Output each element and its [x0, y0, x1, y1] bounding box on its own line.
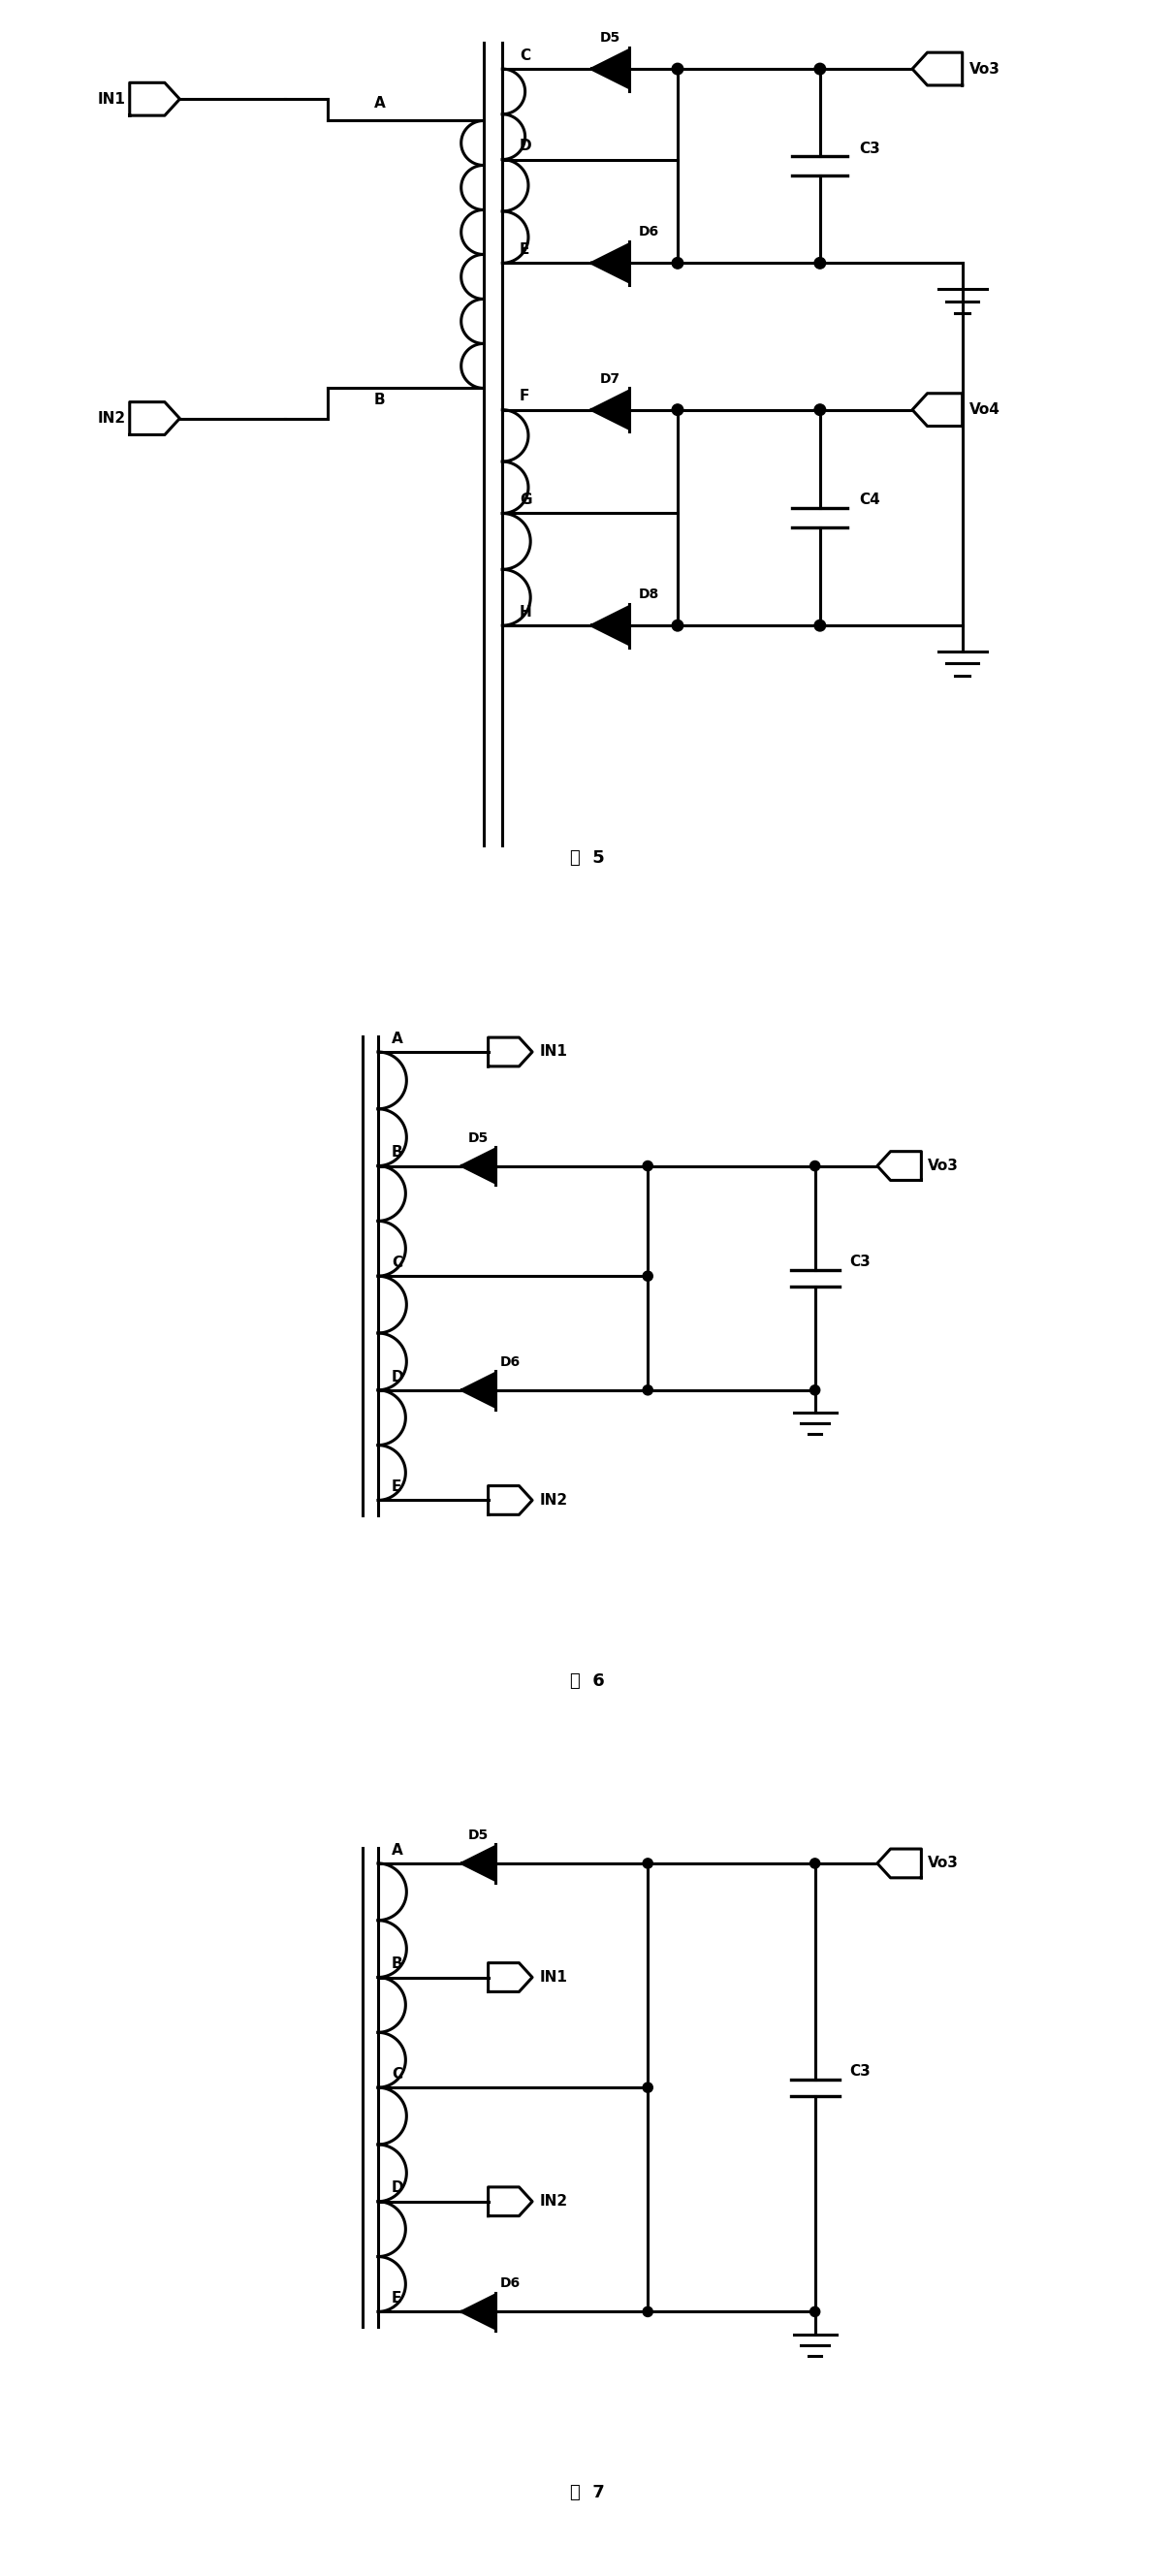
Circle shape: [810, 1386, 819, 1396]
Circle shape: [815, 621, 825, 631]
Text: IN1: IN1: [97, 93, 126, 106]
Polygon shape: [461, 2295, 495, 2329]
Circle shape: [810, 1162, 819, 1172]
Text: IN2: IN2: [540, 1494, 568, 1507]
Text: IN1: IN1: [540, 1046, 568, 1059]
Text: 图  5: 图 5: [569, 850, 605, 868]
Circle shape: [643, 1857, 653, 1868]
Text: 图  6: 图 6: [569, 1672, 605, 1690]
Text: B: B: [392, 1146, 403, 1159]
Text: D6: D6: [500, 1355, 520, 1368]
Text: G: G: [520, 492, 532, 507]
Text: H: H: [520, 605, 532, 618]
Text: Vo3: Vo3: [970, 62, 1000, 77]
Polygon shape: [461, 1149, 495, 1182]
Circle shape: [643, 1386, 653, 1396]
Text: D: D: [392, 1370, 404, 1383]
Circle shape: [643, 2306, 653, 2316]
Polygon shape: [592, 245, 629, 281]
Circle shape: [815, 404, 825, 415]
Circle shape: [643, 2081, 653, 2092]
Text: C3: C3: [859, 142, 879, 155]
Circle shape: [810, 2306, 819, 2316]
Text: Vo3: Vo3: [927, 1857, 958, 1870]
Text: Vo4: Vo4: [970, 402, 1000, 417]
Text: D5: D5: [600, 31, 621, 44]
Circle shape: [815, 258, 825, 268]
Text: B: B: [375, 392, 385, 407]
Text: E: E: [392, 1479, 402, 1494]
Text: D6: D6: [500, 2277, 520, 2290]
Polygon shape: [592, 605, 629, 644]
Text: A: A: [392, 1030, 403, 1046]
Text: 图  7: 图 7: [569, 2483, 605, 2501]
Circle shape: [643, 1162, 653, 1172]
Circle shape: [815, 64, 825, 75]
Text: D6: D6: [639, 224, 660, 240]
Text: D5: D5: [468, 1829, 488, 1842]
Polygon shape: [461, 1373, 495, 1406]
Circle shape: [810, 1857, 819, 1868]
Text: IN2: IN2: [540, 2195, 568, 2208]
Text: C4: C4: [859, 492, 879, 507]
Text: D: D: [520, 139, 532, 155]
Text: F: F: [520, 389, 529, 404]
Text: D5: D5: [468, 1131, 488, 1144]
Text: C: C: [392, 1255, 403, 1270]
Circle shape: [672, 621, 683, 631]
Text: E: E: [392, 2290, 402, 2306]
Circle shape: [672, 64, 683, 75]
Polygon shape: [461, 1847, 495, 1880]
Circle shape: [672, 258, 683, 268]
Text: C: C: [520, 49, 531, 62]
Text: IN2: IN2: [97, 412, 126, 425]
Text: C3: C3: [849, 2063, 870, 2079]
Text: C: C: [392, 2066, 403, 2081]
Text: A: A: [375, 95, 385, 111]
Text: Vo3: Vo3: [927, 1159, 958, 1172]
Text: E: E: [520, 242, 529, 258]
Text: D7: D7: [600, 371, 621, 386]
Circle shape: [672, 404, 683, 415]
Text: D8: D8: [639, 587, 660, 600]
Text: C3: C3: [849, 1255, 870, 1270]
Text: B: B: [392, 1958, 403, 1971]
Text: D: D: [392, 2182, 404, 2195]
Text: IN1: IN1: [540, 1971, 568, 1984]
Circle shape: [643, 1270, 653, 1280]
Polygon shape: [592, 49, 629, 88]
Text: A: A: [392, 1842, 403, 1857]
Polygon shape: [592, 392, 629, 428]
